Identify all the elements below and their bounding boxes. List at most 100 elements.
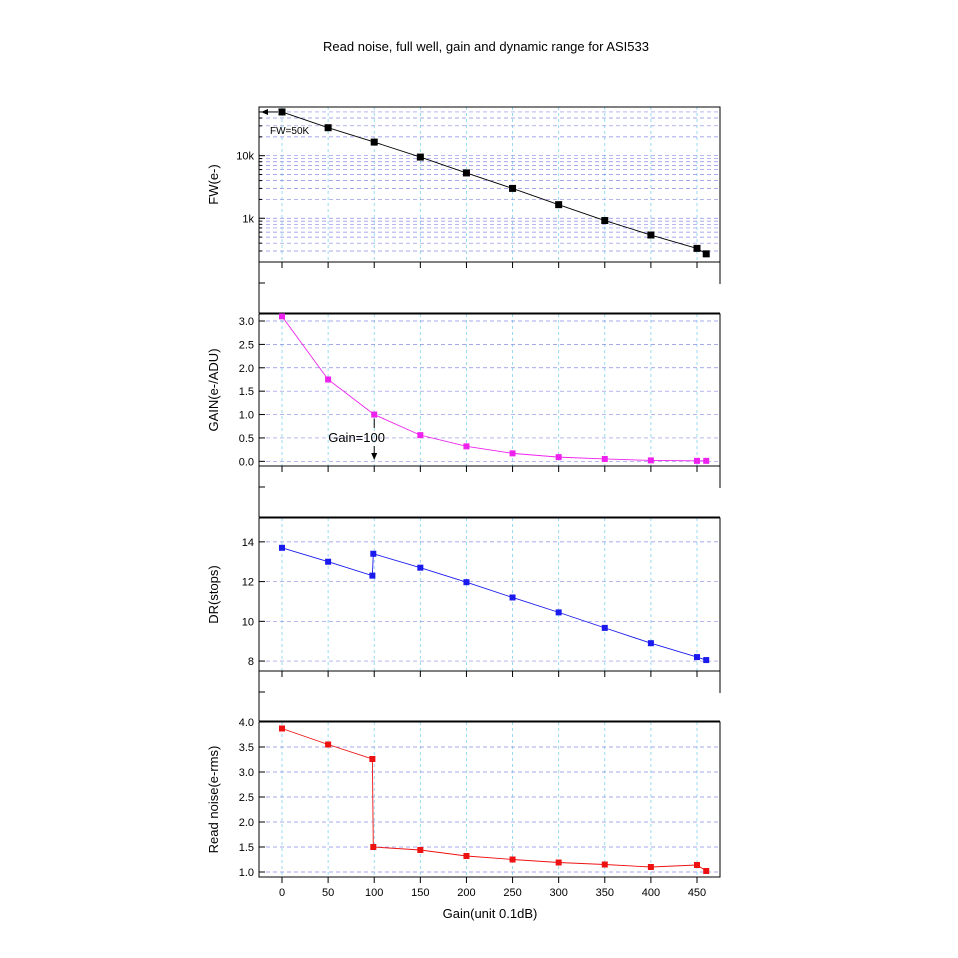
x-axis: 0 50 100 150 200 250 300 350 400 450 Gain(unit 0.1… xyxy=(279,877,706,921)
y-tick-label: 10 xyxy=(242,616,254,628)
plot-frame xyxy=(258,517,721,672)
y-tick-label: 2.0 xyxy=(239,817,254,829)
y-axis-label: GAIN(e-/ADU) xyxy=(206,348,221,431)
data-point xyxy=(647,457,654,464)
series-line xyxy=(281,728,707,872)
data-point xyxy=(417,564,424,571)
y-tick-label: 14 xyxy=(242,537,254,549)
y-tick-label: 4.0 xyxy=(239,717,254,729)
data-point xyxy=(693,244,701,252)
y-tick-label: 1.0 xyxy=(239,410,254,422)
data-point xyxy=(601,455,608,462)
y-tick-label: 12 xyxy=(242,577,254,589)
annotation-fw: FW=50K xyxy=(270,126,310,137)
data-point xyxy=(369,756,376,762)
x-tick-label: 450 xyxy=(688,887,706,899)
data-point xyxy=(509,450,516,457)
data-point xyxy=(279,313,285,320)
annotation-gain: Gain=100 xyxy=(328,430,385,445)
data-point xyxy=(694,457,700,464)
data-point xyxy=(278,108,286,116)
data-point xyxy=(279,725,285,732)
data-point xyxy=(416,153,424,161)
panel-3: 8 10 12 14 DR(stops) xyxy=(206,517,721,672)
panel-2: 0.0 0.5 1.0 1.5 2.0 2.5 3.0 GAIN(e-/ADU) Gain=10… xyxy=(206,313,721,468)
x-tick-label: 0 xyxy=(279,887,285,899)
annotation-arrowhead xyxy=(371,453,378,460)
data-point xyxy=(325,558,332,565)
panel-4: 1.0 1.5 2.0 2.5 3.0 3.5 4.0 Read noise(e-rms) xyxy=(206,717,721,879)
data-point xyxy=(555,454,562,461)
y-tick-label: 2.0 xyxy=(239,363,254,375)
plot-frame xyxy=(258,106,721,263)
panel-1: 1k 10k FW(e-) FW=50K xyxy=(206,106,721,263)
data-point xyxy=(463,443,470,450)
data-point xyxy=(555,859,562,866)
y-tick-label: 10k xyxy=(236,151,254,163)
chart-panels: 1k 10k FW(e-) FW=50K 0.0 0.5 1.0 1.5 2.0 2.5 3.0 GA… xyxy=(206,106,721,921)
data-point xyxy=(601,217,609,225)
data-point xyxy=(417,432,424,439)
data-point xyxy=(509,856,516,863)
plot-frame xyxy=(258,721,721,878)
data-point xyxy=(509,184,517,192)
data-point xyxy=(369,572,376,579)
plot-frame xyxy=(258,313,721,467)
data-point xyxy=(555,609,562,616)
axis-break-3 xyxy=(258,671,721,722)
y-tick-label: 3.0 xyxy=(239,767,254,779)
x-axis-label: Gain(unit 0.1dB) xyxy=(443,906,538,921)
axis-break-2 xyxy=(258,466,721,518)
y-tick-label: 2.5 xyxy=(239,792,254,804)
data-point xyxy=(325,741,332,748)
data-point xyxy=(324,124,332,132)
data-point xyxy=(371,411,378,418)
data-point xyxy=(279,544,285,551)
data-point xyxy=(703,868,710,874)
axis-break-1 xyxy=(258,262,721,314)
y-tick-label: 2.5 xyxy=(239,339,254,351)
data-point xyxy=(694,862,700,868)
data-point xyxy=(509,594,516,601)
y-tick-label: 1k xyxy=(242,213,254,225)
data-point xyxy=(601,624,608,631)
data-point xyxy=(601,861,608,868)
y-tick-label: 1.5 xyxy=(239,386,254,398)
y-tick-label: 1.5 xyxy=(239,842,254,854)
y-tick-label: 1.0 xyxy=(239,867,254,879)
y-tick-label: 0.0 xyxy=(239,456,254,468)
data-point xyxy=(325,376,332,383)
data-point xyxy=(463,853,470,859)
x-tick-label: 300 xyxy=(549,887,567,899)
data-point xyxy=(370,550,377,557)
x-tick-label: 250 xyxy=(503,887,521,899)
y-axis-label: DR(stops) xyxy=(206,565,221,624)
data-point xyxy=(370,138,378,146)
x-tick-label: 50 xyxy=(322,887,334,899)
data-point xyxy=(370,844,377,850)
y-tick-label: 8 xyxy=(248,656,254,668)
series-line xyxy=(281,547,707,661)
x-tick-label: 150 xyxy=(411,887,429,899)
annotation-arrowhead xyxy=(261,108,268,115)
y-tick-label: 3.5 xyxy=(239,742,254,754)
data-point xyxy=(417,847,424,853)
y-axis-label: FW(e-) xyxy=(206,164,221,204)
data-point xyxy=(463,579,470,586)
series-line xyxy=(281,111,707,255)
data-point xyxy=(703,457,710,464)
chart-title: Read noise, full well, gain and dynamic … xyxy=(323,39,649,54)
data-point xyxy=(647,864,654,870)
y-tick-label: 0.5 xyxy=(239,433,254,445)
x-tick-label: 350 xyxy=(596,887,614,899)
data-point xyxy=(702,250,710,258)
y-tick-label: 3.0 xyxy=(239,316,254,328)
x-tick-label: 100 xyxy=(365,887,383,899)
x-tick-label: 200 xyxy=(457,887,475,899)
data-point xyxy=(647,640,654,647)
x-tick-label: 400 xyxy=(642,887,660,899)
y-axis-label: Read noise(e-rms) xyxy=(206,746,221,854)
data-point xyxy=(647,231,655,239)
data-point xyxy=(694,654,700,661)
